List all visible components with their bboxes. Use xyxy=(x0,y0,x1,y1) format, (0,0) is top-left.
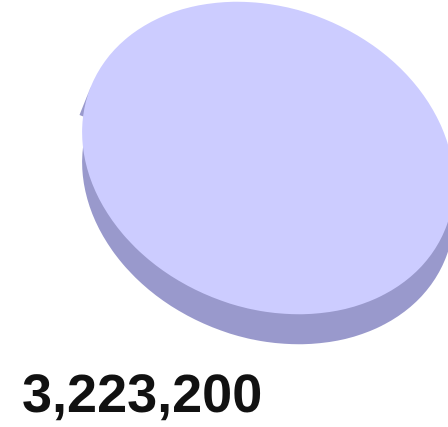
slice-value-label: 3,223,200 xyxy=(22,364,263,424)
pie-slice-0 xyxy=(82,1,448,315)
pie-slices xyxy=(79,1,448,345)
